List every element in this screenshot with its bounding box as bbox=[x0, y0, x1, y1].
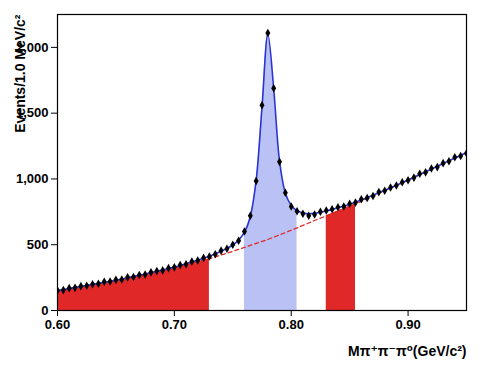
svg-text:1,000: 1,000 bbox=[16, 171, 49, 186]
svg-text:Events/1.0 MeV/c²: Events/1.0 MeV/c² bbox=[12, 14, 28, 133]
svg-text:1,500: 1,500 bbox=[16, 105, 49, 121]
svg-text:2,000: 2,000 bbox=[16, 39, 49, 55]
svg-text:0.80: 0.80 bbox=[279, 317, 304, 332]
svg-text:0.60: 0.60 bbox=[45, 317, 70, 332]
svg-text:Mπ⁺π⁻π⁰(GeV/c²): Mπ⁺π⁻π⁰(GeV/c²) bbox=[348, 343, 466, 359]
svg-text:0.70: 0.70 bbox=[162, 317, 187, 332]
svg-text:500: 500 bbox=[27, 237, 49, 252]
svg-text:0: 0 bbox=[41, 303, 48, 318]
svg-text:0.90: 0.90 bbox=[395, 317, 420, 332]
